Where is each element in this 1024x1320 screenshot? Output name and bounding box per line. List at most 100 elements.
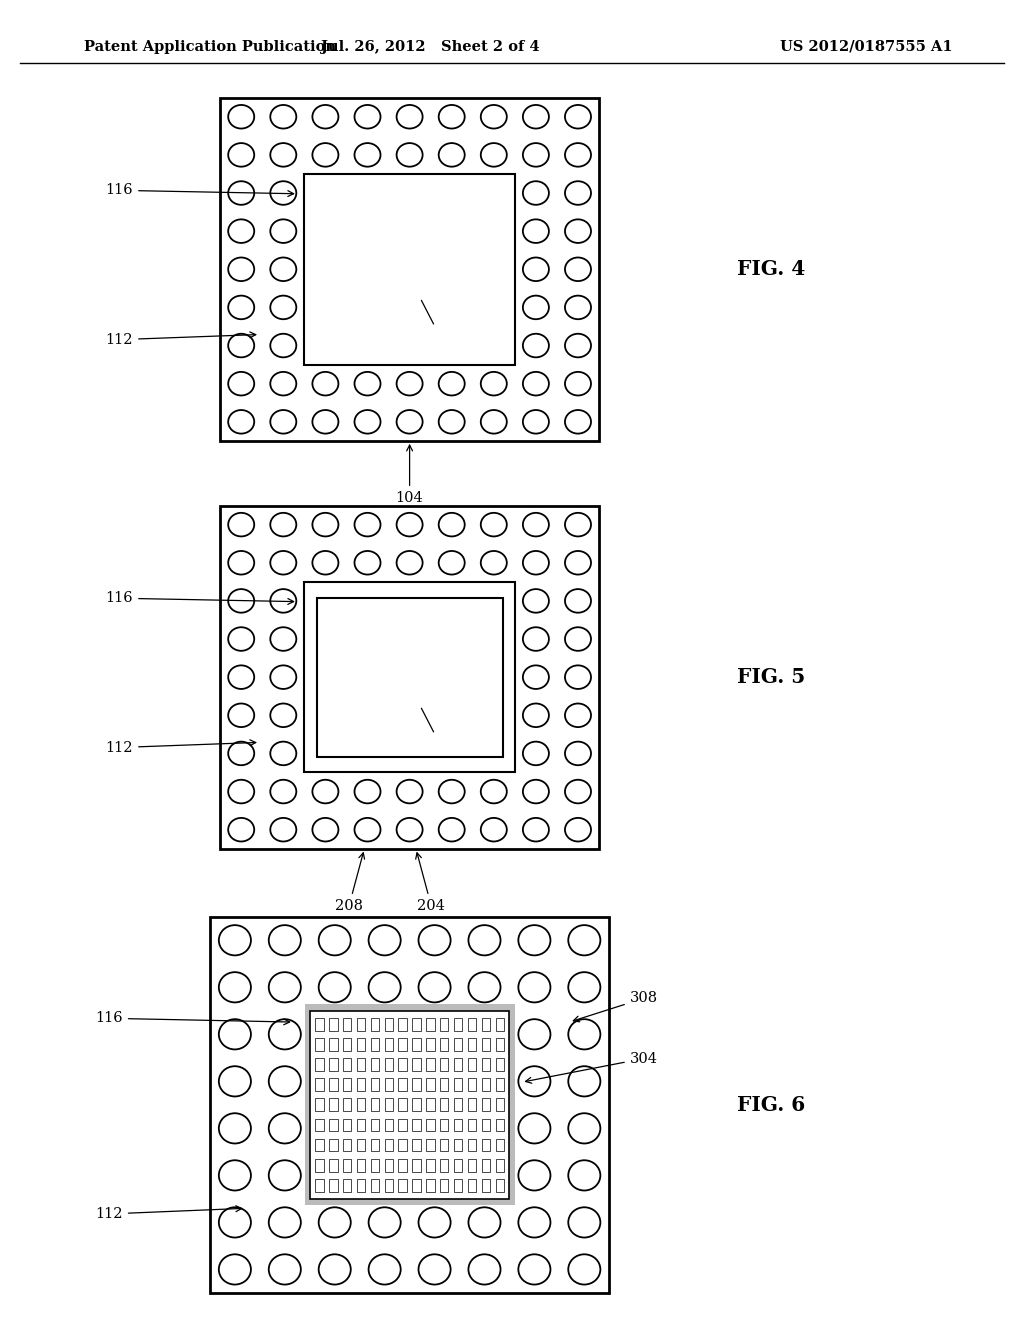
Bar bbox=[356, 1139, 366, 1151]
Bar bbox=[398, 1078, 407, 1092]
Bar bbox=[329, 1118, 338, 1131]
Text: 104: 104 bbox=[395, 445, 424, 506]
Bar bbox=[496, 1018, 504, 1031]
Ellipse shape bbox=[518, 972, 551, 1002]
Bar bbox=[440, 1059, 449, 1071]
Ellipse shape bbox=[369, 1254, 400, 1284]
Bar bbox=[440, 1038, 449, 1051]
Bar bbox=[356, 1179, 366, 1192]
Ellipse shape bbox=[438, 372, 465, 396]
Ellipse shape bbox=[481, 106, 507, 128]
Ellipse shape bbox=[565, 219, 591, 243]
Ellipse shape bbox=[565, 780, 591, 804]
Ellipse shape bbox=[228, 257, 254, 281]
Bar bbox=[398, 1179, 407, 1192]
Ellipse shape bbox=[565, 372, 591, 396]
Bar bbox=[356, 1098, 366, 1111]
Ellipse shape bbox=[270, 219, 296, 243]
Ellipse shape bbox=[565, 742, 591, 766]
Ellipse shape bbox=[523, 106, 549, 128]
Bar bbox=[454, 1118, 463, 1131]
Ellipse shape bbox=[565, 665, 591, 689]
Ellipse shape bbox=[312, 818, 338, 841]
Ellipse shape bbox=[270, 411, 296, 433]
Text: FIG. 4: FIG. 4 bbox=[737, 259, 806, 280]
Ellipse shape bbox=[565, 550, 591, 574]
Ellipse shape bbox=[270, 181, 296, 205]
Bar bbox=[315, 1038, 324, 1051]
Bar bbox=[481, 1179, 490, 1192]
Bar bbox=[454, 1038, 463, 1051]
Ellipse shape bbox=[568, 1160, 600, 1191]
Ellipse shape bbox=[523, 334, 549, 358]
Bar bbox=[426, 1059, 434, 1071]
Ellipse shape bbox=[481, 780, 507, 804]
Text: 116: 116 bbox=[105, 591, 294, 606]
Ellipse shape bbox=[270, 665, 296, 689]
Bar bbox=[496, 1179, 504, 1192]
Ellipse shape bbox=[523, 372, 549, 396]
Ellipse shape bbox=[518, 925, 551, 956]
Bar bbox=[398, 1139, 407, 1151]
Ellipse shape bbox=[396, 513, 423, 536]
Ellipse shape bbox=[565, 181, 591, 205]
Ellipse shape bbox=[396, 411, 423, 433]
Bar bbox=[305, 1005, 514, 1205]
Ellipse shape bbox=[523, 550, 549, 574]
Text: 116: 116 bbox=[95, 1011, 290, 1026]
Ellipse shape bbox=[228, 296, 254, 319]
Bar bbox=[385, 1078, 393, 1092]
Ellipse shape bbox=[481, 513, 507, 536]
Bar bbox=[385, 1139, 393, 1151]
Bar bbox=[371, 1018, 379, 1031]
Bar bbox=[343, 1159, 351, 1172]
Text: 112: 112 bbox=[95, 1205, 242, 1221]
Ellipse shape bbox=[565, 818, 591, 841]
Bar bbox=[343, 1059, 351, 1071]
Bar bbox=[468, 1139, 476, 1151]
Ellipse shape bbox=[568, 1208, 600, 1238]
Ellipse shape bbox=[565, 627, 591, 651]
Ellipse shape bbox=[270, 296, 296, 319]
Bar bbox=[398, 1038, 407, 1051]
Bar bbox=[440, 1179, 449, 1192]
Ellipse shape bbox=[354, 780, 381, 804]
Bar bbox=[371, 1078, 379, 1092]
Ellipse shape bbox=[438, 106, 465, 128]
Ellipse shape bbox=[565, 334, 591, 358]
Ellipse shape bbox=[228, 550, 254, 574]
Ellipse shape bbox=[312, 143, 338, 166]
Ellipse shape bbox=[268, 972, 301, 1002]
Bar bbox=[343, 1139, 351, 1151]
Ellipse shape bbox=[568, 972, 600, 1002]
Ellipse shape bbox=[354, 372, 381, 396]
Ellipse shape bbox=[419, 1208, 451, 1238]
Bar bbox=[371, 1038, 379, 1051]
Ellipse shape bbox=[419, 972, 451, 1002]
Bar bbox=[426, 1098, 434, 1111]
Bar bbox=[496, 1038, 504, 1051]
Bar bbox=[356, 1159, 366, 1172]
Bar bbox=[440, 1118, 449, 1131]
Ellipse shape bbox=[468, 925, 501, 956]
Bar bbox=[413, 1098, 421, 1111]
Bar bbox=[356, 1038, 366, 1051]
Bar bbox=[413, 1018, 421, 1031]
Ellipse shape bbox=[268, 1160, 301, 1191]
Bar bbox=[343, 1118, 351, 1131]
Text: 116: 116 bbox=[105, 183, 294, 198]
Bar bbox=[426, 1118, 434, 1131]
Bar bbox=[481, 1118, 490, 1131]
Bar bbox=[304, 582, 515, 772]
Ellipse shape bbox=[438, 780, 465, 804]
Ellipse shape bbox=[565, 513, 591, 536]
Ellipse shape bbox=[228, 372, 254, 396]
Ellipse shape bbox=[565, 106, 591, 128]
Ellipse shape bbox=[523, 704, 549, 727]
Ellipse shape bbox=[568, 1019, 600, 1049]
Ellipse shape bbox=[268, 1019, 301, 1049]
Ellipse shape bbox=[518, 1113, 551, 1143]
Ellipse shape bbox=[523, 181, 549, 205]
Bar bbox=[426, 1038, 434, 1051]
Bar bbox=[356, 1078, 366, 1092]
